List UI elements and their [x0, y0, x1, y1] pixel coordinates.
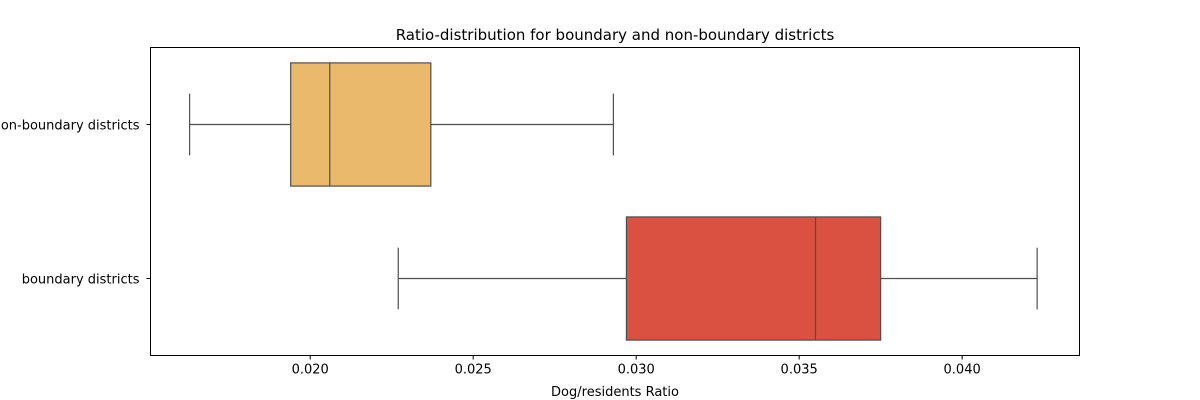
- y-tick-label: boundary districts: [22, 273, 140, 288]
- x-tick-label: 0.025: [455, 363, 492, 378]
- y-axis: non-boundary districts boundary districts: [0, 119, 151, 288]
- x-axis: 0.020 0.025 0.030 0.035 0.040: [292, 355, 981, 378]
- x-axis-label: Dog/residents Ratio: [551, 385, 679, 400]
- chart-title: Ratio-distribution for boundary and non-…: [396, 26, 835, 44]
- axes-frame: [150, 47, 1080, 356]
- x-tick-label: 0.035: [781, 363, 818, 378]
- x-tick-label: 0.030: [618, 363, 655, 378]
- x-tick-label: 0.040: [944, 363, 981, 378]
- box-group-2: [397, 216, 1038, 341]
- plot-area: [189, 62, 1038, 341]
- x-tick-label: 0.020: [292, 363, 329, 378]
- iqr-box: [290, 62, 432, 187]
- box-group-1: [189, 62, 614, 187]
- iqr-box: [625, 216, 882, 341]
- y-tick-label: non-boundary districts: [0, 119, 140, 134]
